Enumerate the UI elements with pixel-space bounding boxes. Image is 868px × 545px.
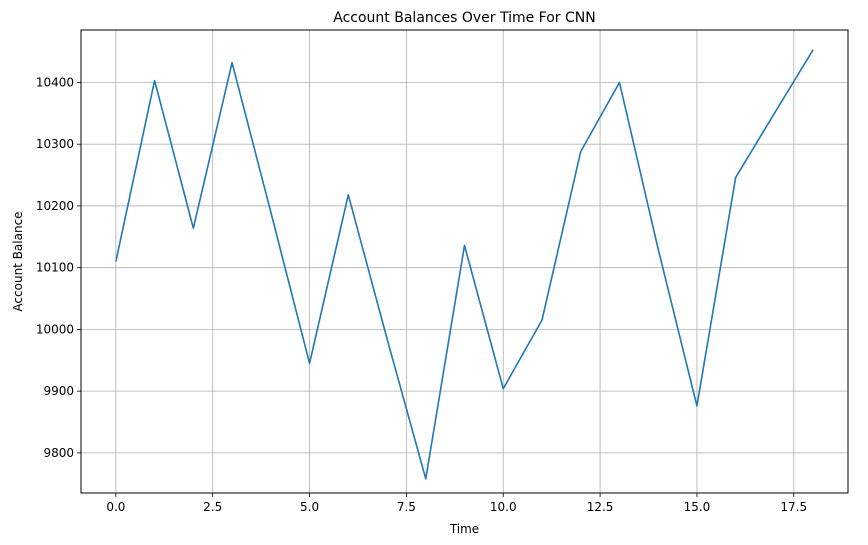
chart-title: Account Balances Over Time For CNN xyxy=(333,10,595,26)
grid xyxy=(81,30,848,493)
y-tick-label: 9900 xyxy=(43,384,74,398)
plot-frame xyxy=(80,29,849,494)
y-tick-label: 10100 xyxy=(36,261,74,275)
x-tick-label: 2.5 xyxy=(203,500,222,514)
series-group xyxy=(115,49,814,480)
series-line xyxy=(115,49,814,480)
y-axis-title: Account Balance xyxy=(11,211,25,311)
x-tick-label: 5.0 xyxy=(300,500,319,514)
y-tick-label: 10200 xyxy=(36,199,74,213)
y-tick-label: 9800 xyxy=(43,446,74,460)
x-tick-label: 12.5 xyxy=(587,500,614,514)
plot-area xyxy=(81,30,848,493)
x-axis-title: Time xyxy=(449,522,479,536)
x-tick-label: 7.5 xyxy=(397,500,416,514)
x-tick-label: 0.0 xyxy=(106,500,125,514)
y-tick-label: 10300 xyxy=(36,137,74,151)
y-axis-ticks: 9800 9900 10000 10100 10200 10300 10400 xyxy=(36,75,81,460)
y-tick-label: 10400 xyxy=(36,75,74,89)
x-tick-label: 10.0 xyxy=(490,500,517,514)
x-tick-label: 15.0 xyxy=(684,500,711,514)
x-tick-label: 17.5 xyxy=(780,500,807,514)
y-tick-label: 10000 xyxy=(36,322,74,336)
x-axis-ticks: 0.0 2.5 5.0 7.5 10.0 12.5 15.0 17.5 xyxy=(106,493,807,514)
